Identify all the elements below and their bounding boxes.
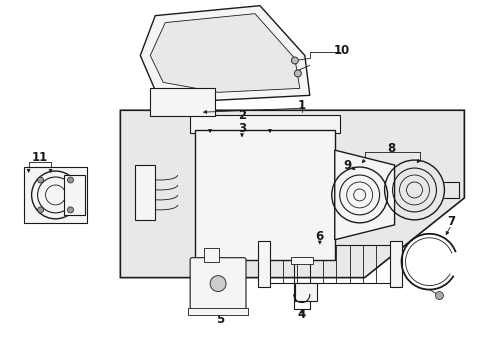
Bar [258, 241, 269, 287]
Circle shape [67, 207, 73, 213]
Polygon shape [140, 6, 309, 100]
Circle shape [38, 177, 43, 183]
Bar [23, 167, 87, 223]
Bar [150, 88, 215, 116]
Text: 8: 8 [386, 141, 395, 155]
Polygon shape [120, 110, 464, 278]
Circle shape [435, 292, 443, 300]
Bar [389, 241, 401, 287]
Bar [290, 257, 312, 264]
Text: 9: 9 [343, 158, 351, 172]
FancyBboxPatch shape [190, 258, 245, 310]
Text: 5: 5 [216, 313, 224, 326]
Circle shape [291, 57, 298, 64]
Text: 11: 11 [31, 150, 48, 163]
Text: 4: 4 [297, 308, 305, 321]
Text: 6: 6 [315, 230, 323, 243]
Polygon shape [150, 14, 299, 92]
Circle shape [210, 276, 225, 292]
Text: 7: 7 [447, 215, 454, 228]
Circle shape [294, 70, 301, 77]
Bar [203, 248, 219, 262]
Bar [190, 115, 339, 133]
Bar [294, 283, 316, 301]
Text: 2: 2 [238, 109, 245, 122]
Polygon shape [334, 150, 394, 240]
Bar [135, 165, 155, 220]
Text: 3: 3 [238, 122, 245, 135]
Circle shape [38, 207, 43, 213]
Text: 1: 1 [297, 99, 305, 112]
Text: 10: 10 [333, 44, 349, 57]
Bar [188, 307, 247, 315]
Bar [195, 130, 334, 260]
Bar [63, 175, 85, 215]
Circle shape [67, 177, 73, 183]
